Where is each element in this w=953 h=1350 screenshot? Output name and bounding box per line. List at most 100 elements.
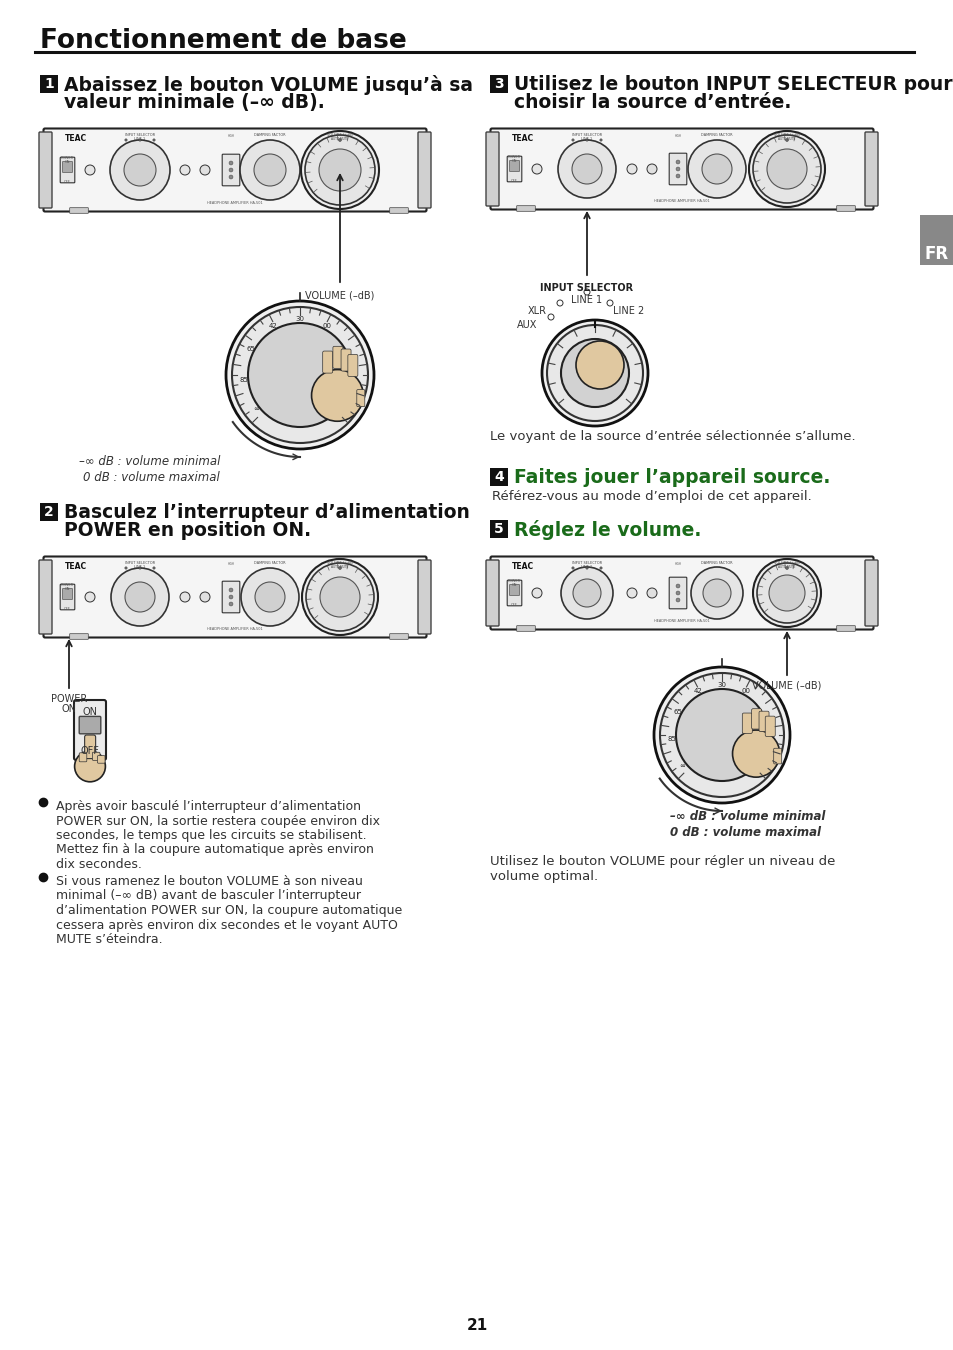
- Text: 85: 85: [239, 377, 249, 383]
- Text: minimal (–∞ dB) avant de basculer l’interrupteur: minimal (–∞ dB) avant de basculer l’inte…: [56, 890, 360, 903]
- FancyBboxPatch shape: [741, 713, 752, 733]
- Text: secondes, le temps que les circuits se stabilisent.: secondes, le temps que les circuits se s…: [56, 829, 366, 842]
- FancyBboxPatch shape: [490, 128, 873, 209]
- Circle shape: [571, 139, 574, 142]
- Circle shape: [646, 163, 657, 174]
- Circle shape: [152, 139, 155, 142]
- FancyBboxPatch shape: [79, 753, 87, 761]
- Text: 0 dB : volume maximal: 0 dB : volume maximal: [83, 471, 220, 485]
- Text: 1: 1: [44, 77, 53, 90]
- Circle shape: [757, 563, 816, 622]
- Circle shape: [152, 567, 155, 570]
- Text: OFF: OFF: [510, 180, 517, 184]
- Text: FR: FR: [924, 244, 948, 263]
- Text: OFF: OFF: [80, 747, 99, 756]
- Circle shape: [74, 751, 105, 782]
- Text: LINE 1: LINE 1: [580, 136, 592, 140]
- Circle shape: [571, 567, 574, 570]
- Text: AUTO MUTE: AUTO MUTE: [778, 136, 795, 140]
- FancyBboxPatch shape: [517, 625, 535, 632]
- Text: POWER: POWER: [60, 583, 73, 587]
- Circle shape: [676, 174, 679, 178]
- Text: ∞: ∞: [253, 406, 258, 413]
- FancyBboxPatch shape: [751, 709, 760, 729]
- Circle shape: [752, 135, 821, 202]
- FancyBboxPatch shape: [92, 752, 100, 760]
- Text: POWER: POWER: [60, 157, 73, 161]
- Text: 0 dB : volume maximal: 0 dB : volume maximal: [669, 826, 821, 838]
- FancyBboxPatch shape: [97, 756, 105, 763]
- Circle shape: [125, 567, 127, 570]
- Text: 30: 30: [295, 316, 304, 323]
- Circle shape: [766, 148, 806, 189]
- Text: DAMPING FACTOR: DAMPING FACTOR: [700, 134, 732, 136]
- FancyBboxPatch shape: [74, 701, 106, 760]
- FancyBboxPatch shape: [490, 556, 873, 629]
- Circle shape: [110, 140, 170, 200]
- Text: AUX: AUX: [517, 320, 537, 329]
- Text: AUTO MUTE: AUTO MUTE: [778, 564, 795, 568]
- FancyBboxPatch shape: [517, 205, 535, 212]
- Text: DAMPING FACTOR: DAMPING FACTOR: [253, 562, 286, 566]
- FancyBboxPatch shape: [70, 208, 89, 213]
- FancyBboxPatch shape: [490, 76, 507, 93]
- Text: Si vous ramenez le bouton VOLUME à son niveau: Si vous ramenez le bouton VOLUME à son n…: [56, 875, 362, 888]
- Text: d’alimentation POWER sur ON, la coupure automatique: d’alimentation POWER sur ON, la coupure …: [56, 904, 402, 917]
- Circle shape: [572, 154, 601, 184]
- Text: 85: 85: [667, 736, 676, 742]
- FancyBboxPatch shape: [356, 390, 364, 406]
- Text: OFF: OFF: [64, 180, 71, 184]
- Text: TEAC: TEAC: [65, 562, 87, 571]
- Text: HIGH: HIGH: [674, 134, 680, 138]
- FancyBboxPatch shape: [490, 520, 507, 539]
- FancyBboxPatch shape: [764, 716, 775, 737]
- Text: ON: ON: [64, 587, 70, 591]
- Circle shape: [784, 567, 788, 570]
- FancyBboxPatch shape: [509, 161, 519, 171]
- FancyBboxPatch shape: [507, 157, 521, 182]
- Text: dix secondes.: dix secondes.: [56, 859, 142, 871]
- FancyBboxPatch shape: [507, 580, 521, 606]
- Text: HIGH: HIGH: [674, 562, 680, 566]
- Text: LINE 1: LINE 1: [580, 564, 592, 568]
- Circle shape: [560, 567, 613, 620]
- Circle shape: [702, 579, 730, 608]
- Text: INPUT SELECTOR: INPUT SELECTOR: [539, 284, 633, 293]
- Circle shape: [676, 598, 679, 602]
- Text: DAMPING FACTOR: DAMPING FACTOR: [700, 562, 732, 566]
- Text: POWER: POWER: [507, 579, 520, 583]
- Circle shape: [532, 163, 541, 174]
- Circle shape: [585, 567, 588, 570]
- Text: Faites jouer l’appareil source.: Faites jouer l’appareil source.: [514, 468, 829, 487]
- Circle shape: [229, 161, 233, 165]
- Circle shape: [254, 582, 285, 612]
- Circle shape: [626, 163, 637, 174]
- Circle shape: [659, 674, 783, 796]
- Text: Fonctionnement de base: Fonctionnement de base: [40, 28, 406, 54]
- Circle shape: [306, 563, 374, 630]
- FancyBboxPatch shape: [79, 717, 101, 734]
- Text: MUTE s’éteindra.: MUTE s’éteindra.: [56, 933, 162, 946]
- FancyBboxPatch shape: [39, 132, 52, 208]
- FancyBboxPatch shape: [919, 215, 953, 265]
- Text: VOLUME (+dB): VOLUME (+dB): [773, 134, 800, 136]
- Text: DAMPING FACTOR: DAMPING FACTOR: [253, 134, 286, 136]
- Circle shape: [752, 559, 821, 626]
- Circle shape: [654, 667, 789, 803]
- Text: INPUT SELECTOR: INPUT SELECTOR: [572, 562, 601, 566]
- Circle shape: [676, 591, 679, 595]
- Text: Mettez fin à la coupure automatique après environ: Mettez fin à la coupure automatique aprè…: [56, 844, 374, 856]
- Circle shape: [319, 576, 359, 617]
- Text: INPUT SELECTOR: INPUT SELECTOR: [125, 134, 155, 136]
- Text: 2: 2: [44, 505, 53, 518]
- FancyBboxPatch shape: [44, 556, 426, 637]
- Text: LINE 1: LINE 1: [571, 296, 602, 305]
- Text: HEADPHONE AMPLIFIER HA-501: HEADPHONE AMPLIFIER HA-501: [207, 201, 263, 205]
- FancyBboxPatch shape: [40, 504, 58, 521]
- Circle shape: [701, 154, 731, 184]
- Text: –∞ dB : volume minimal: –∞ dB : volume minimal: [669, 810, 824, 824]
- Text: Après avoir basculé l’interrupteur d’alimentation: Après avoir basculé l’interrupteur d’ali…: [56, 801, 360, 813]
- Circle shape: [676, 161, 679, 163]
- Circle shape: [302, 559, 377, 634]
- FancyBboxPatch shape: [44, 128, 426, 212]
